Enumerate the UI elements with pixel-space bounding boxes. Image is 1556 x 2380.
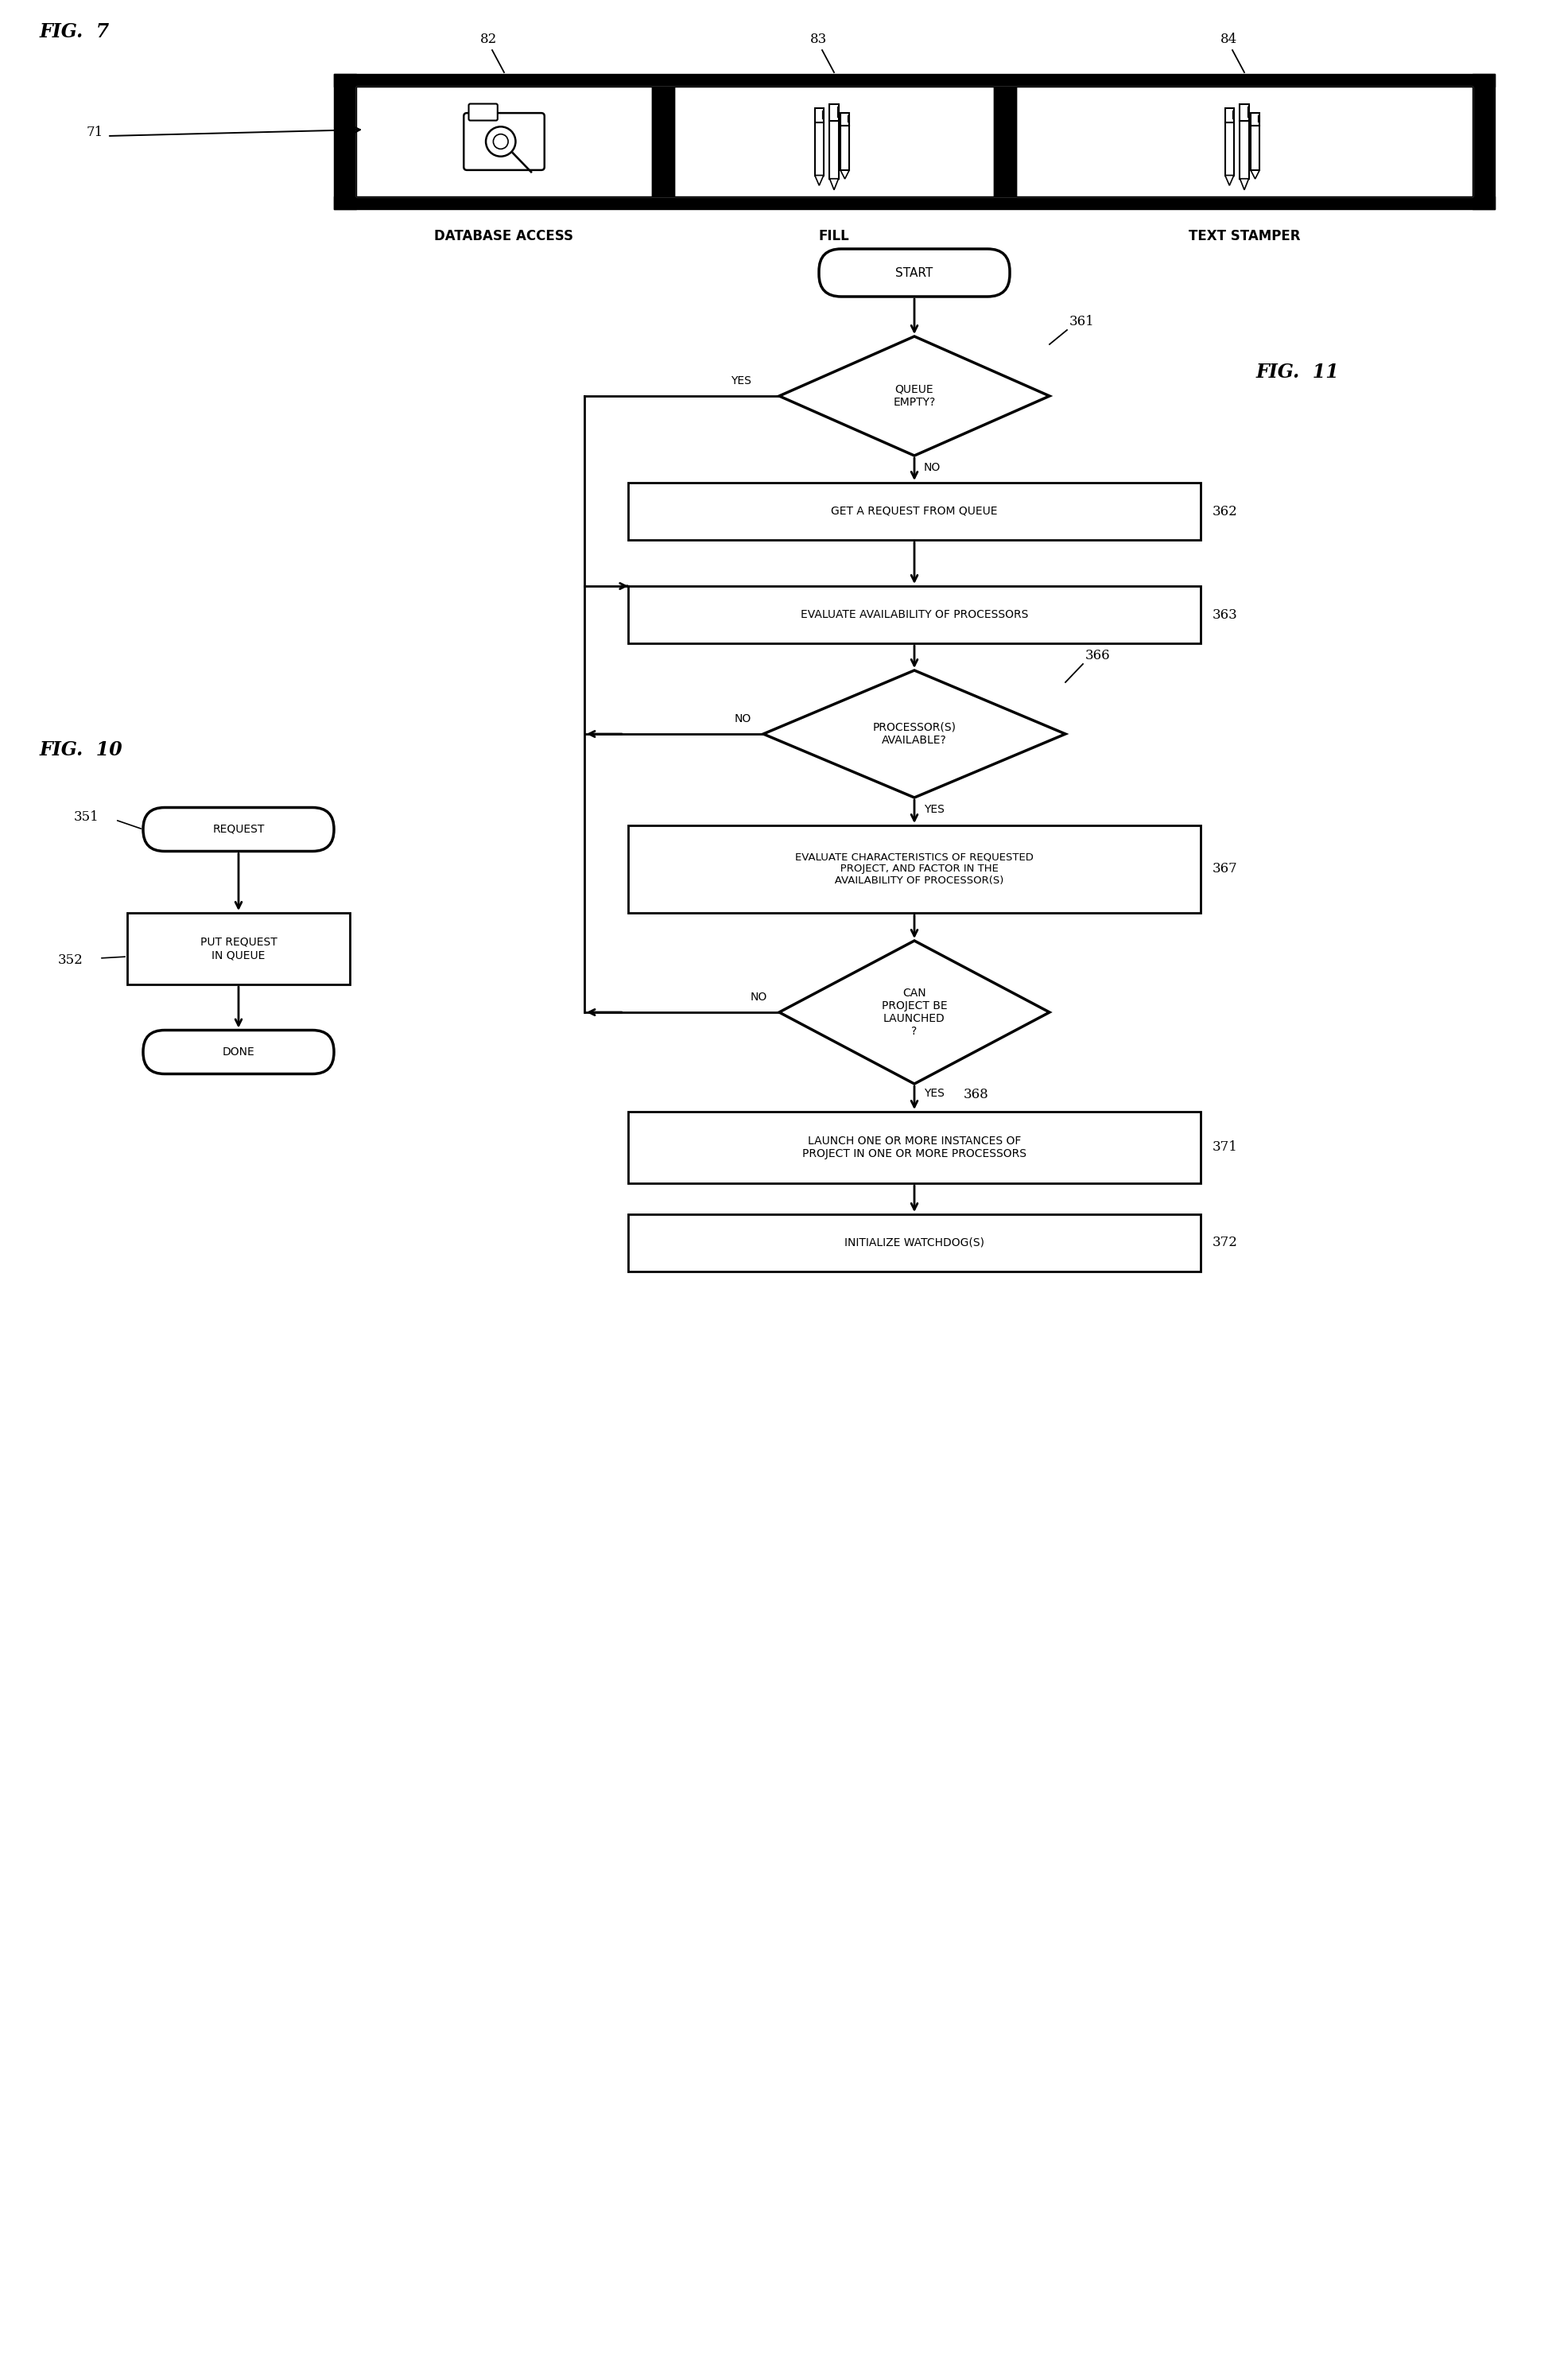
Polygon shape — [840, 171, 850, 178]
Text: FIG.  10: FIG. 10 — [40, 740, 123, 759]
Text: INITIALIZE WATCHDOG(S): INITIALIZE WATCHDOG(S) — [843, 1238, 983, 1250]
Text: QUEUE
EMPTY?: QUEUE EMPTY? — [893, 383, 935, 407]
Text: DONE: DONE — [223, 1047, 255, 1057]
Polygon shape — [814, 176, 823, 186]
Text: TEXT STAMPER: TEXT STAMPER — [1187, 228, 1299, 243]
FancyBboxPatch shape — [468, 105, 498, 121]
Bar — [627, 1214, 1200, 1271]
Bar — [627, 585, 1200, 643]
Bar — [1249, 126, 1259, 171]
Text: CAN
PROJECT BE
LAUNCHED
?: CAN PROJECT BE LAUNCHED ? — [881, 988, 946, 1038]
Text: 367: 367 — [1212, 862, 1237, 876]
Text: YES: YES — [923, 1088, 944, 1100]
Text: YES: YES — [730, 376, 752, 386]
Text: NO: NO — [750, 992, 767, 1002]
Bar — [1239, 105, 1248, 121]
Text: LAUNCH ONE OR MORE INSTANCES OF
PROJECT IN ONE OR MORE PROCESSORS: LAUNCH ONE OR MORE INSTANCES OF PROJECT … — [801, 1135, 1025, 1159]
Circle shape — [493, 133, 507, 150]
Text: 83: 83 — [809, 33, 826, 45]
FancyBboxPatch shape — [818, 250, 1010, 298]
Bar — [814, 124, 823, 176]
Circle shape — [485, 126, 515, 157]
Bar — [829, 121, 839, 179]
Polygon shape — [1225, 176, 1234, 186]
Bar — [840, 126, 850, 171]
Polygon shape — [780, 940, 1049, 1083]
Bar — [627, 826, 1200, 914]
Bar — [627, 483, 1200, 540]
Bar — [840, 112, 850, 126]
FancyBboxPatch shape — [464, 112, 545, 169]
Bar — [814, 107, 823, 124]
Text: 351: 351 — [75, 812, 100, 823]
Text: PUT REQUEST
IN QUEUE: PUT REQUEST IN QUEUE — [201, 938, 277, 962]
Text: 371: 371 — [1212, 1140, 1237, 1154]
Text: PROCESSOR(S)
AVAILABLE?: PROCESSOR(S) AVAILABLE? — [873, 721, 955, 745]
Bar — [627, 1111, 1200, 1183]
Text: 372: 372 — [1212, 1235, 1237, 1250]
Text: FIG.  7: FIG. 7 — [40, 21, 110, 40]
Bar — [1239, 121, 1248, 179]
FancyBboxPatch shape — [143, 1031, 335, 1073]
Polygon shape — [1249, 171, 1259, 178]
Text: NO: NO — [734, 714, 752, 724]
Text: DATABASE ACCESS: DATABASE ACCESS — [434, 228, 573, 243]
Text: 363: 363 — [1212, 607, 1237, 621]
Text: 368: 368 — [963, 1088, 988, 1102]
Polygon shape — [780, 336, 1049, 455]
Bar — [1225, 124, 1234, 176]
Bar — [1249, 112, 1259, 126]
Bar — [1016, 86, 1472, 198]
Text: 82: 82 — [479, 33, 496, 45]
Bar — [1225, 107, 1234, 124]
Text: 84: 84 — [1220, 33, 1237, 45]
Text: START: START — [895, 267, 932, 278]
Text: 361: 361 — [1069, 314, 1094, 328]
Text: GET A REQUEST FROM QUEUE: GET A REQUEST FROM QUEUE — [831, 505, 997, 516]
Bar — [356, 86, 652, 198]
FancyBboxPatch shape — [143, 807, 335, 852]
Text: EVALUATE AVAILABILITY OF PROCESSORS: EVALUATE AVAILABILITY OF PROCESSORS — [800, 609, 1027, 621]
Text: FIG.  11: FIG. 11 — [1256, 362, 1338, 381]
Bar — [674, 86, 993, 198]
Polygon shape — [1239, 178, 1248, 190]
Text: 366: 366 — [1085, 650, 1109, 662]
Polygon shape — [762, 671, 1064, 797]
Text: 362: 362 — [1212, 505, 1237, 519]
Text: FILL: FILL — [818, 228, 850, 243]
Text: NO: NO — [923, 462, 940, 474]
Text: REQUEST: REQUEST — [213, 823, 265, 835]
Text: 352: 352 — [58, 954, 84, 966]
Text: 71: 71 — [87, 126, 103, 138]
Polygon shape — [829, 178, 839, 190]
Bar — [128, 914, 350, 985]
Text: EVALUATE CHARACTERISTICS OF REQUESTED
   PROJECT, AND FACTOR IN THE
   AVAILABIL: EVALUATE CHARACTERISTICS OF REQUESTED PR… — [795, 852, 1033, 885]
Text: YES: YES — [923, 804, 944, 814]
Bar — [829, 105, 839, 121]
